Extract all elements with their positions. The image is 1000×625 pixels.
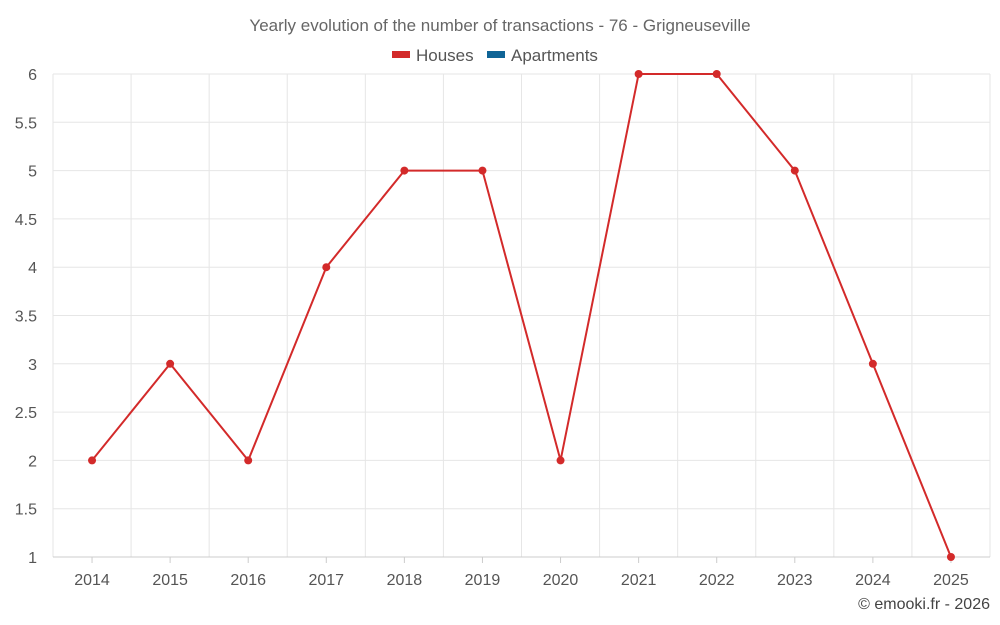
legend-swatch-houses — [392, 51, 410, 58]
data-point-houses-2019 — [478, 166, 487, 175]
y-tick-label: 3 — [28, 357, 37, 374]
data-point-houses-2015 — [166, 359, 175, 368]
y-tick-label: 4 — [28, 260, 37, 277]
y-tick-label: 5.5 — [15, 115, 37, 132]
legend: Houses Apartments — [392, 46, 598, 65]
legend-item-houses[interactable]: Houses — [392, 46, 474, 65]
x-tick-label: 2020 — [543, 572, 579, 589]
x-tick-label: 2014 — [74, 572, 110, 589]
x-tick-label: 2025 — [933, 572, 969, 589]
x-tick-label: 2017 — [308, 572, 344, 589]
y-tick-label: 1.5 — [15, 502, 37, 519]
x-tick-label: 2015 — [152, 572, 188, 589]
y-tick-label: 1 — [28, 550, 37, 567]
data-point-houses-2014 — [88, 456, 97, 465]
x-tick-label: 2019 — [465, 572, 501, 589]
x-axis-ticks: 2014 2015 2016 2017 2018 2019 2020 2021 2022 2023… — [74, 557, 969, 589]
series-houses — [88, 70, 955, 561]
data-point-houses-2016 — [244, 456, 253, 465]
data-point-houses-2017 — [322, 263, 331, 272]
data-point-houses-2018 — [400, 166, 409, 175]
data-point-houses-2022 — [712, 70, 721, 78]
y-tick-label: 3.5 — [15, 309, 37, 326]
x-tick-label: 2016 — [230, 572, 266, 589]
legend-label-apartments: Apartments — [511, 46, 598, 65]
x-tick-label: 2023 — [777, 572, 813, 589]
y-tick-label: 5 — [28, 164, 37, 181]
data-point-houses-2025 — [946, 553, 955, 561]
legend-item-apartments[interactable]: Apartments — [487, 46, 598, 65]
data-point-houses-2024 — [868, 359, 877, 368]
chart-title: Yearly evolution of the number of transa… — [249, 16, 750, 35]
legend-swatch-apartments — [487, 51, 505, 58]
legend-label-houses: Houses — [416, 46, 474, 65]
data-point-houses-2020 — [556, 456, 565, 465]
y-tick-label: 2 — [28, 453, 37, 470]
data-point-houses-2021 — [634, 70, 643, 78]
y-tick-label: 2.5 — [15, 405, 37, 422]
y-tick-label: 4.5 — [15, 212, 37, 229]
series-line-houses — [91, 73, 952, 558]
x-tick-label: 2024 — [855, 572, 891, 589]
credit-text: © emooki.fr - 2026 — [858, 596, 990, 613]
x-tick-label: 2022 — [699, 572, 735, 589]
x-tick-label: 2018 — [387, 572, 423, 589]
y-tick-label: 6 — [28, 67, 37, 84]
x-tick-label: 2021 — [621, 572, 657, 589]
data-point-houses-2023 — [790, 166, 799, 175]
y-axis-ticks: 1 1.5 2 2.5 3 3.5 4 4.5 5 5.5 6 — [15, 67, 37, 567]
